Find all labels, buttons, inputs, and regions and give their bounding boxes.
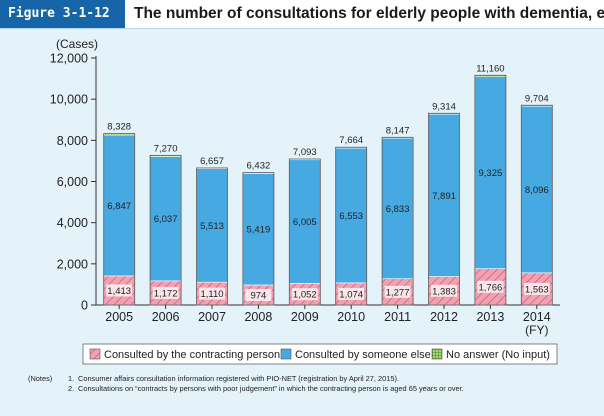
someone-else-value-label: 6,553: [339, 211, 363, 222]
note-text: Consultations on “contracts by persons w…: [78, 384, 464, 393]
contracting-person-value-label: 1,413: [107, 286, 131, 297]
note-number: 2.: [68, 384, 75, 393]
label-backdrop: [152, 286, 179, 299]
contracting-person-value-label: 1,766: [479, 282, 503, 293]
legend-someone-else-label: Consulted by someone else: [295, 349, 431, 361]
total-value-label: 8,147: [386, 125, 410, 136]
someone-else-value-label: 8,096: [525, 185, 549, 196]
label-backdrop: [477, 280, 504, 293]
x-tick-label: 2012: [430, 310, 458, 324]
someone-else-value-label: 5,419: [247, 225, 271, 236]
total-value-label: 8,328: [107, 122, 131, 133]
y-unit-label: (Cases): [56, 37, 98, 51]
label-backdrop: [431, 284, 457, 297]
note-row-1: (Notes) 1. Consumer affairs consultation…: [28, 374, 598, 384]
notes: (Notes) 1. Consumer affairs consultation…: [28, 374, 598, 394]
contracting-person-value-label: 1,110: [200, 289, 223, 300]
label-backdrop: [338, 287, 365, 300]
someone-else-value-label: 5,513: [200, 221, 224, 232]
total-value-label: 6,432: [247, 161, 271, 172]
legend-no-answer-label: No answer (No input): [446, 349, 550, 361]
total-value-label: 9,314: [432, 101, 456, 112]
x-tick-label: 2007: [198, 310, 226, 324]
x-tick-label: 2009: [291, 310, 319, 324]
y-tick-label: 6,000: [57, 175, 88, 189]
contracting-person-value-label: 1,052: [293, 290, 317, 301]
y-tick-label: 4,000: [57, 216, 88, 230]
x-tick-label: 2014: [523, 310, 551, 324]
contracting-person-value-label: 1,172: [154, 288, 178, 299]
y-tick-label: 8,000: [57, 134, 88, 148]
label-backdrop: [199, 287, 225, 300]
label-backdrop: [523, 282, 550, 295]
bar-someone-else: [335, 147, 368, 284]
total-value-label: 11,160: [476, 63, 504, 74]
bar-someone-else: [288, 159, 321, 284]
contracting-person-value-label: 1,074: [339, 289, 363, 300]
legend-no-answer-swatch: [431, 348, 443, 360]
someone-else-value-label: 7,891: [432, 191, 456, 202]
someone-else-value-label: 9,325: [479, 168, 503, 179]
y-tick-label: 0: [81, 299, 88, 313]
bar-someone-else: [103, 134, 135, 277]
total-value-label: 7,093: [293, 147, 317, 158]
someone-else-value-label: 6,005: [293, 217, 317, 228]
label-backdrop: [106, 284, 133, 297]
figure-label: Figure 3-1-12: [0, 0, 125, 28]
note-number: 1.: [68, 374, 75, 383]
label-backdrop: [291, 288, 318, 301]
x-tick-label: 2006: [152, 310, 180, 324]
contracting-person-value-label: 1,563: [525, 284, 549, 295]
figure-header: Figure 3-1-12 The number of consultation…: [0, 0, 604, 29]
x-tick-label: 2010: [337, 310, 365, 324]
x-tick-label: 2013: [476, 310, 504, 324]
total-value-label: 7,270: [154, 143, 178, 154]
label-backdrop: [245, 288, 272, 301]
contracting-person-value-label: 1,383: [432, 286, 456, 297]
total-value-label: 7,664: [339, 135, 363, 146]
contracting-person-value-label: 974: [250, 290, 266, 301]
y-tick-label: 12,000: [50, 52, 88, 66]
bar-someone-else: [196, 168, 228, 283]
notes-prefix: (Notes): [28, 374, 53, 383]
note-row-2: 2. Consultations on “contracts by person…: [28, 384, 598, 394]
chart-title: The number of consultations for elderly …: [134, 5, 604, 22]
someone-else-value-label: 6,037: [154, 214, 178, 225]
bar-someone-else: [242, 173, 275, 286]
total-value-label: 9,704: [525, 93, 549, 104]
total-value-label: 6,657: [200, 156, 224, 167]
y-tick-label: 10,000: [50, 93, 88, 107]
someone-else-value-label: 6,847: [107, 201, 131, 212]
x-tick-label: 2011: [384, 310, 411, 324]
x-tick-label: 2005: [105, 310, 133, 324]
legend-someone-else-swatch: [280, 348, 292, 360]
chart-canvas: (Cases) 0 2,000 4,000 6,000 8,000 10,000 12,000…: [50, 37, 560, 365]
x-unit-label: (FY): [525, 323, 548, 337]
x-tick-label: 2008: [244, 310, 272, 324]
someone-else-value-label: 6,833: [386, 204, 410, 215]
bar-someone-else: [474, 76, 507, 269]
legend-contracting-person-label: Consulted by the contracting person: [104, 349, 280, 361]
contracting-person-value-label: 1,277: [386, 287, 410, 298]
label-backdrop: [384, 285, 411, 298]
note-text: Consumer affairs consultation informatio…: [78, 374, 399, 383]
y-tick-label: 2,000: [57, 257, 88, 271]
legend-contracting-person-swatch: [89, 348, 101, 360]
